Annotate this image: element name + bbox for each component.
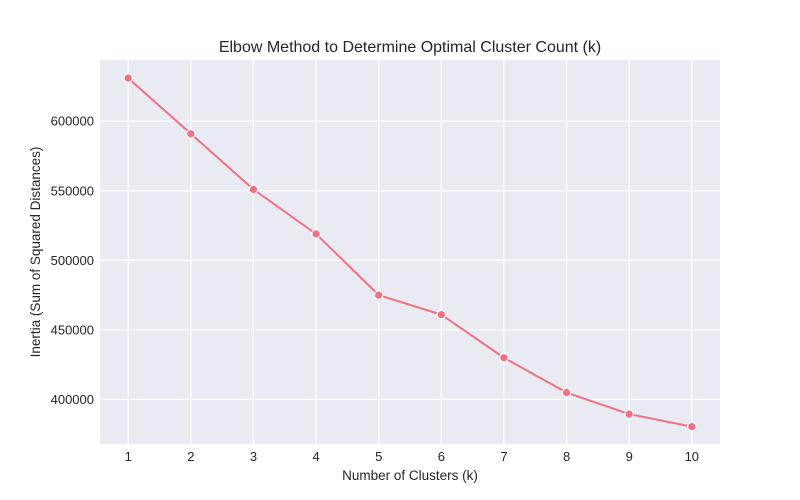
data-point xyxy=(373,290,384,300)
x-tick-label: 9 xyxy=(626,449,633,464)
data-point xyxy=(123,73,133,83)
y-tick-label: 450000 xyxy=(51,322,94,337)
grid-lines xyxy=(100,60,720,444)
data-point xyxy=(687,421,697,432)
x-tick-label: 10 xyxy=(685,449,699,464)
x-axis-label: Number of Clusters (k) xyxy=(342,468,478,483)
data-point xyxy=(561,387,572,398)
x-tick-label: 5 xyxy=(375,449,382,464)
y-tick-label: 400000 xyxy=(51,392,94,407)
data-point xyxy=(186,128,196,139)
x-tick-label: 4 xyxy=(312,449,319,464)
x-tick-label: 3 xyxy=(250,449,257,464)
x-tick-label: 1 xyxy=(125,449,132,464)
y-tick-label: 500000 xyxy=(51,253,94,268)
tick-labels: 1 2 3 4 5 6 7 8 9 10 400000 450000 500000 550000 60000… xyxy=(51,114,699,464)
x-tick-label: 2 xyxy=(187,449,194,464)
data-point xyxy=(499,352,509,363)
y-tick-label: 600000 xyxy=(51,114,94,129)
chart-title: Elbow Method to Determine Optimal Cluste… xyxy=(219,39,601,56)
y-tick-label: 550000 xyxy=(51,183,94,198)
x-tick-label: 6 xyxy=(438,449,445,464)
data-point xyxy=(436,309,447,320)
series-layer xyxy=(123,73,697,432)
x-tick-label: 7 xyxy=(500,449,507,464)
y-axis-label: Inertia (Sum of Squared Distances) xyxy=(28,147,43,358)
data-point xyxy=(311,229,321,239)
x-tick-label: 8 xyxy=(563,449,570,464)
data-point xyxy=(624,409,634,419)
series-line xyxy=(127,77,693,428)
plot-area xyxy=(100,60,720,444)
data-point xyxy=(248,184,259,195)
